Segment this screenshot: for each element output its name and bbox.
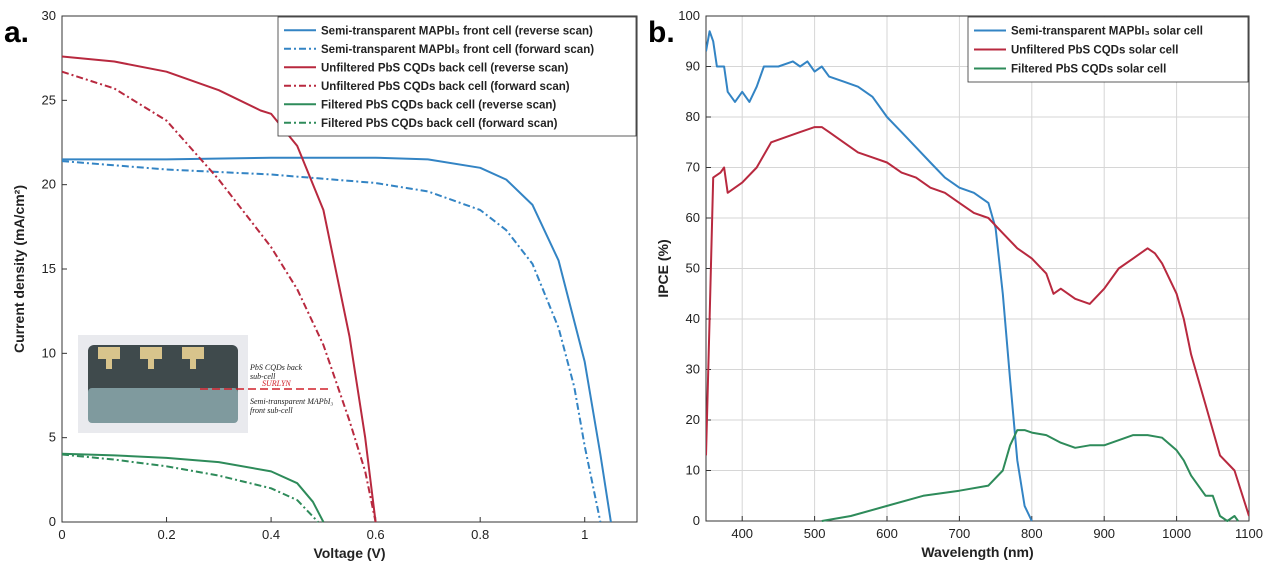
y-tick-label: 0 — [49, 514, 56, 529]
x-axis-label: Voltage (V) — [313, 545, 385, 561]
y-tick-label: 20 — [42, 177, 56, 192]
series-line — [62, 156, 612, 523]
y-axis-label: Current density (mA/cm²) — [11, 185, 27, 353]
panel-label: a. — [4, 16, 29, 49]
legend-label: Unfiltered PbS CQDs solar cell — [1011, 45, 1178, 57]
front-subcell — [88, 388, 238, 423]
x-tick-label: 1000 — [1162, 526, 1191, 541]
inset-label: sub-cell — [250, 372, 276, 381]
legend-label: Unfiltered PbS CQDs back cell (reverse s… — [321, 62, 569, 74]
panel-label: b. — [648, 16, 675, 49]
x-tick-label: 0 — [58, 527, 65, 542]
legend-label: Semi-transparent MAPbI₃ solar cell — [1011, 26, 1203, 38]
series-line — [821, 429, 1239, 522]
y-tick-label: 10 — [686, 463, 700, 478]
series-line — [706, 126, 1249, 517]
plot-frame — [705, 15, 1250, 522]
y-tick-label: 30 — [42, 8, 56, 23]
plot-frame — [61, 15, 638, 523]
pad — [140, 347, 162, 359]
x-tick-label: 500 — [804, 526, 826, 541]
x-tick-label: 0.4 — [262, 527, 280, 542]
x-tick-label: 0.8 — [471, 527, 489, 542]
legend-box — [277, 16, 637, 137]
inset-label: front sub-cell — [250, 406, 293, 415]
series-line — [62, 453, 319, 523]
legend-box — [967, 16, 1249, 83]
panel: 0 10 20 30 40 50 60 70 80 90 100 400 500 600 700 800 900… — [648, 8, 1263, 560]
y-tick-label: 0 — [693, 513, 700, 528]
pad — [182, 347, 204, 359]
legend-label: Unfiltered PbS CQDs back cell (forward s… — [321, 81, 570, 93]
y-tick-label: 15 — [42, 261, 56, 276]
series-line — [706, 30, 1033, 522]
y-tick-label: 50 — [686, 261, 700, 276]
inset-photo — [78, 335, 330, 433]
legend-label: Semi-transparent MAPbI₃ front cell (reve… — [321, 25, 593, 37]
pad — [106, 359, 112, 369]
y-axis-label: IPCE (%) — [655, 239, 671, 297]
inset-label: SURLYN — [262, 379, 291, 388]
x-tick-label: 1100 — [1235, 526, 1263, 541]
x-axis-label: Wavelength (nm) — [921, 544, 1033, 560]
legend-label: Filtered PbS CQDs solar cell — [1011, 64, 1166, 76]
pad — [148, 359, 154, 369]
legend-label: Filtered PbS CQDs back cell (forward sca… — [321, 118, 558, 130]
y-tick-label: 30 — [686, 362, 700, 377]
x-tick-label: 700 — [949, 526, 971, 541]
y-tick-label: 90 — [686, 59, 700, 74]
y-tick-label: 70 — [686, 160, 700, 175]
series-line — [62, 70, 377, 523]
y-tick-label: 5 — [49, 430, 56, 445]
x-tick-label: 900 — [1093, 526, 1115, 541]
inset-label: PbS CQDs back — [249, 363, 302, 372]
y-tick-label: 10 — [42, 345, 56, 360]
x-tick-label: 600 — [876, 526, 898, 541]
y-tick-label: 100 — [678, 8, 700, 23]
series-line — [62, 452, 325, 523]
y-tick-label: 20 — [686, 412, 700, 427]
pad — [98, 347, 120, 359]
y-tick-label: 40 — [686, 311, 700, 326]
series-line — [62, 55, 377, 523]
inset-label: Semi-transparent MAPbI₃ — [250, 397, 333, 406]
legend-label: Semi-transparent MAPbI₃ front cell (forw… — [321, 44, 594, 56]
pad — [190, 359, 196, 369]
x-tick-label: 0.2 — [158, 527, 176, 542]
x-tick-label: 400 — [731, 526, 753, 541]
y-tick-label: 80 — [686, 109, 700, 124]
x-tick-label: 0.6 — [367, 527, 385, 542]
x-tick-label: 800 — [1021, 526, 1043, 541]
legend-label: Filtered PbS CQDs back cell (reverse sca… — [321, 99, 556, 111]
y-tick-label: 25 — [42, 92, 56, 107]
series-line — [62, 160, 602, 523]
panel: 0 5 10 15 20 25 30 0 0.2 0.4 0.6 0.8 1 Semi-transpare… — [4, 8, 638, 561]
x-tick-label: 1 — [581, 527, 588, 542]
y-tick-label: 60 — [686, 210, 700, 225]
